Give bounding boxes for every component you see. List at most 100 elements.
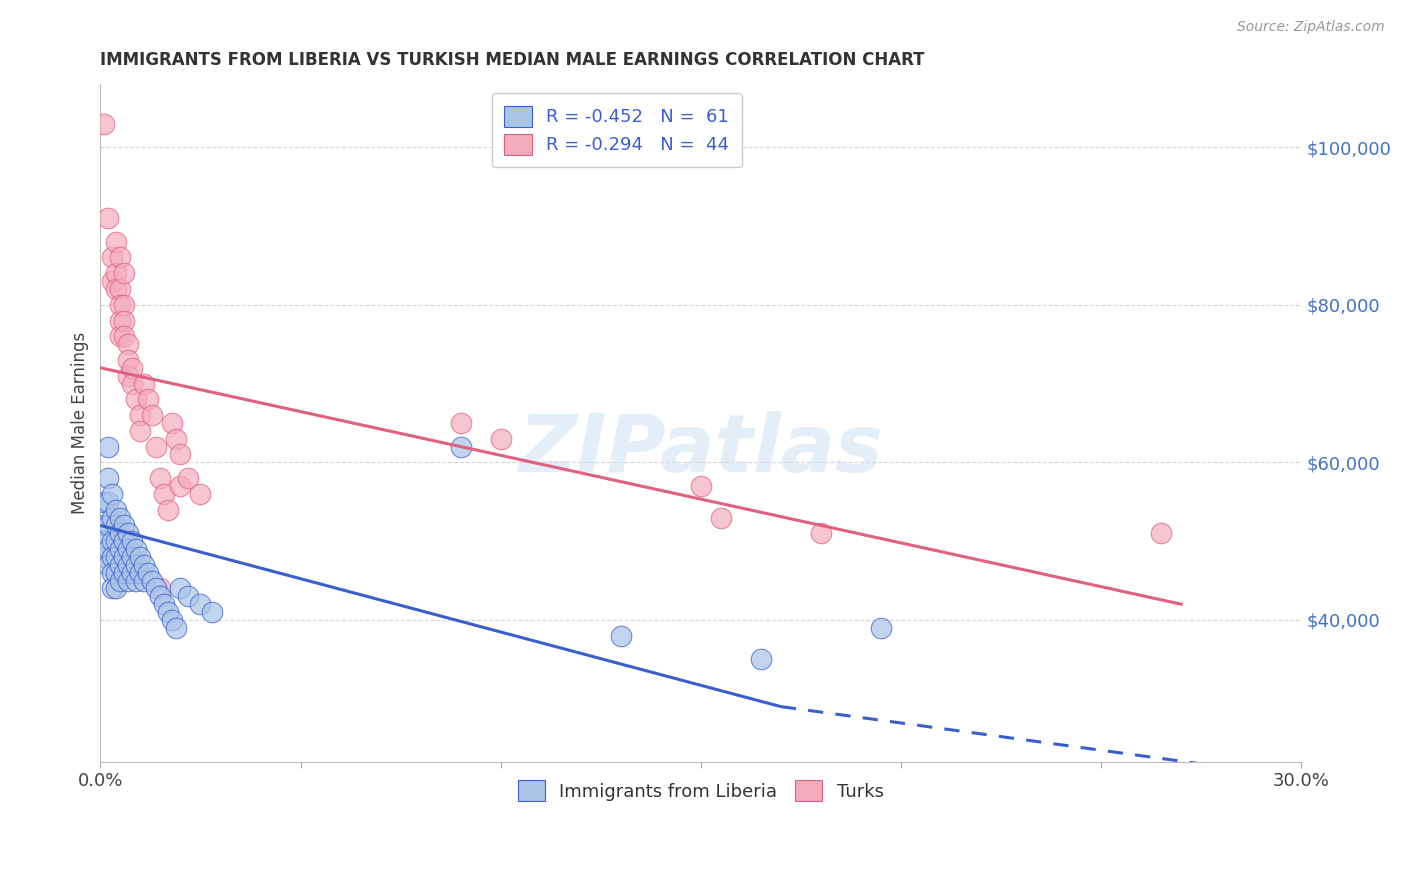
Point — [112, 298, 135, 312]
Text: Source: ZipAtlas.com: Source: ZipAtlas.com — [1237, 20, 1385, 34]
Point — [129, 408, 152, 422]
Point — [97, 211, 120, 225]
Point — [101, 487, 124, 501]
Point — [125, 541, 148, 556]
Point — [97, 518, 120, 533]
Point — [710, 510, 733, 524]
Legend: Immigrants from Liberia, Turks: Immigrants from Liberia, Turks — [505, 768, 897, 814]
Point — [169, 582, 191, 596]
Point — [157, 502, 180, 516]
Point — [110, 558, 132, 572]
Point — [169, 447, 191, 461]
Point — [105, 518, 128, 533]
Point — [138, 566, 160, 580]
Point — [609, 629, 631, 643]
Point — [134, 376, 156, 391]
Point — [93, 534, 115, 549]
Point — [689, 479, 711, 493]
Point — [177, 471, 200, 485]
Point — [1150, 526, 1173, 541]
Point — [112, 534, 135, 549]
Point — [110, 526, 132, 541]
Point — [125, 574, 148, 588]
Point — [149, 471, 172, 485]
Point — [105, 566, 128, 580]
Point — [112, 518, 135, 533]
Point — [101, 582, 124, 596]
Point — [110, 574, 132, 588]
Point — [97, 440, 120, 454]
Point — [162, 613, 184, 627]
Point — [93, 549, 115, 564]
Point — [93, 494, 115, 508]
Point — [810, 526, 832, 541]
Point — [153, 487, 176, 501]
Point — [121, 534, 143, 549]
Point — [125, 392, 148, 407]
Point — [97, 541, 120, 556]
Point — [110, 313, 132, 327]
Point — [97, 471, 120, 485]
Point — [169, 479, 191, 493]
Point — [121, 566, 143, 580]
Point — [190, 487, 212, 501]
Point — [749, 652, 772, 666]
Point — [97, 558, 120, 572]
Point — [110, 282, 132, 296]
Point — [177, 589, 200, 603]
Point — [117, 574, 139, 588]
Point — [105, 282, 128, 296]
Point — [110, 251, 132, 265]
Point — [112, 329, 135, 343]
Point — [141, 408, 163, 422]
Point — [117, 558, 139, 572]
Point — [121, 549, 143, 564]
Point — [129, 549, 152, 564]
Point — [101, 274, 124, 288]
Point — [138, 392, 160, 407]
Point — [105, 582, 128, 596]
Point — [112, 549, 135, 564]
Point — [117, 352, 139, 367]
Point — [141, 574, 163, 588]
Point — [97, 494, 120, 508]
Point — [117, 541, 139, 556]
Point — [93, 518, 115, 533]
Point — [153, 597, 176, 611]
Text: ZIPatlas: ZIPatlas — [519, 411, 883, 489]
Point — [489, 432, 512, 446]
Text: IMMIGRANTS FROM LIBERIA VS TURKISH MEDIAN MALE EARNINGS CORRELATION CHART: IMMIGRANTS FROM LIBERIA VS TURKISH MEDIA… — [100, 51, 925, 69]
Point — [870, 621, 893, 635]
Point — [129, 566, 152, 580]
Point — [101, 549, 124, 564]
Point — [162, 416, 184, 430]
Point — [201, 605, 224, 619]
Point — [101, 251, 124, 265]
Point — [134, 558, 156, 572]
Point — [145, 440, 167, 454]
Point — [134, 574, 156, 588]
Point — [112, 313, 135, 327]
Point — [165, 432, 187, 446]
Y-axis label: Median Male Earnings: Median Male Earnings — [72, 332, 89, 514]
Point — [125, 558, 148, 572]
Point — [450, 416, 472, 430]
Point — [121, 376, 143, 391]
Point — [105, 549, 128, 564]
Point — [110, 329, 132, 343]
Point — [93, 116, 115, 130]
Point — [101, 510, 124, 524]
Point — [101, 534, 124, 549]
Point — [121, 360, 143, 375]
Point — [105, 235, 128, 249]
Point — [105, 534, 128, 549]
Point — [450, 440, 472, 454]
Point — [129, 424, 152, 438]
Point — [112, 566, 135, 580]
Point — [190, 597, 212, 611]
Point — [110, 541, 132, 556]
Point — [117, 368, 139, 383]
Point — [105, 266, 128, 280]
Point — [110, 298, 132, 312]
Point — [117, 337, 139, 351]
